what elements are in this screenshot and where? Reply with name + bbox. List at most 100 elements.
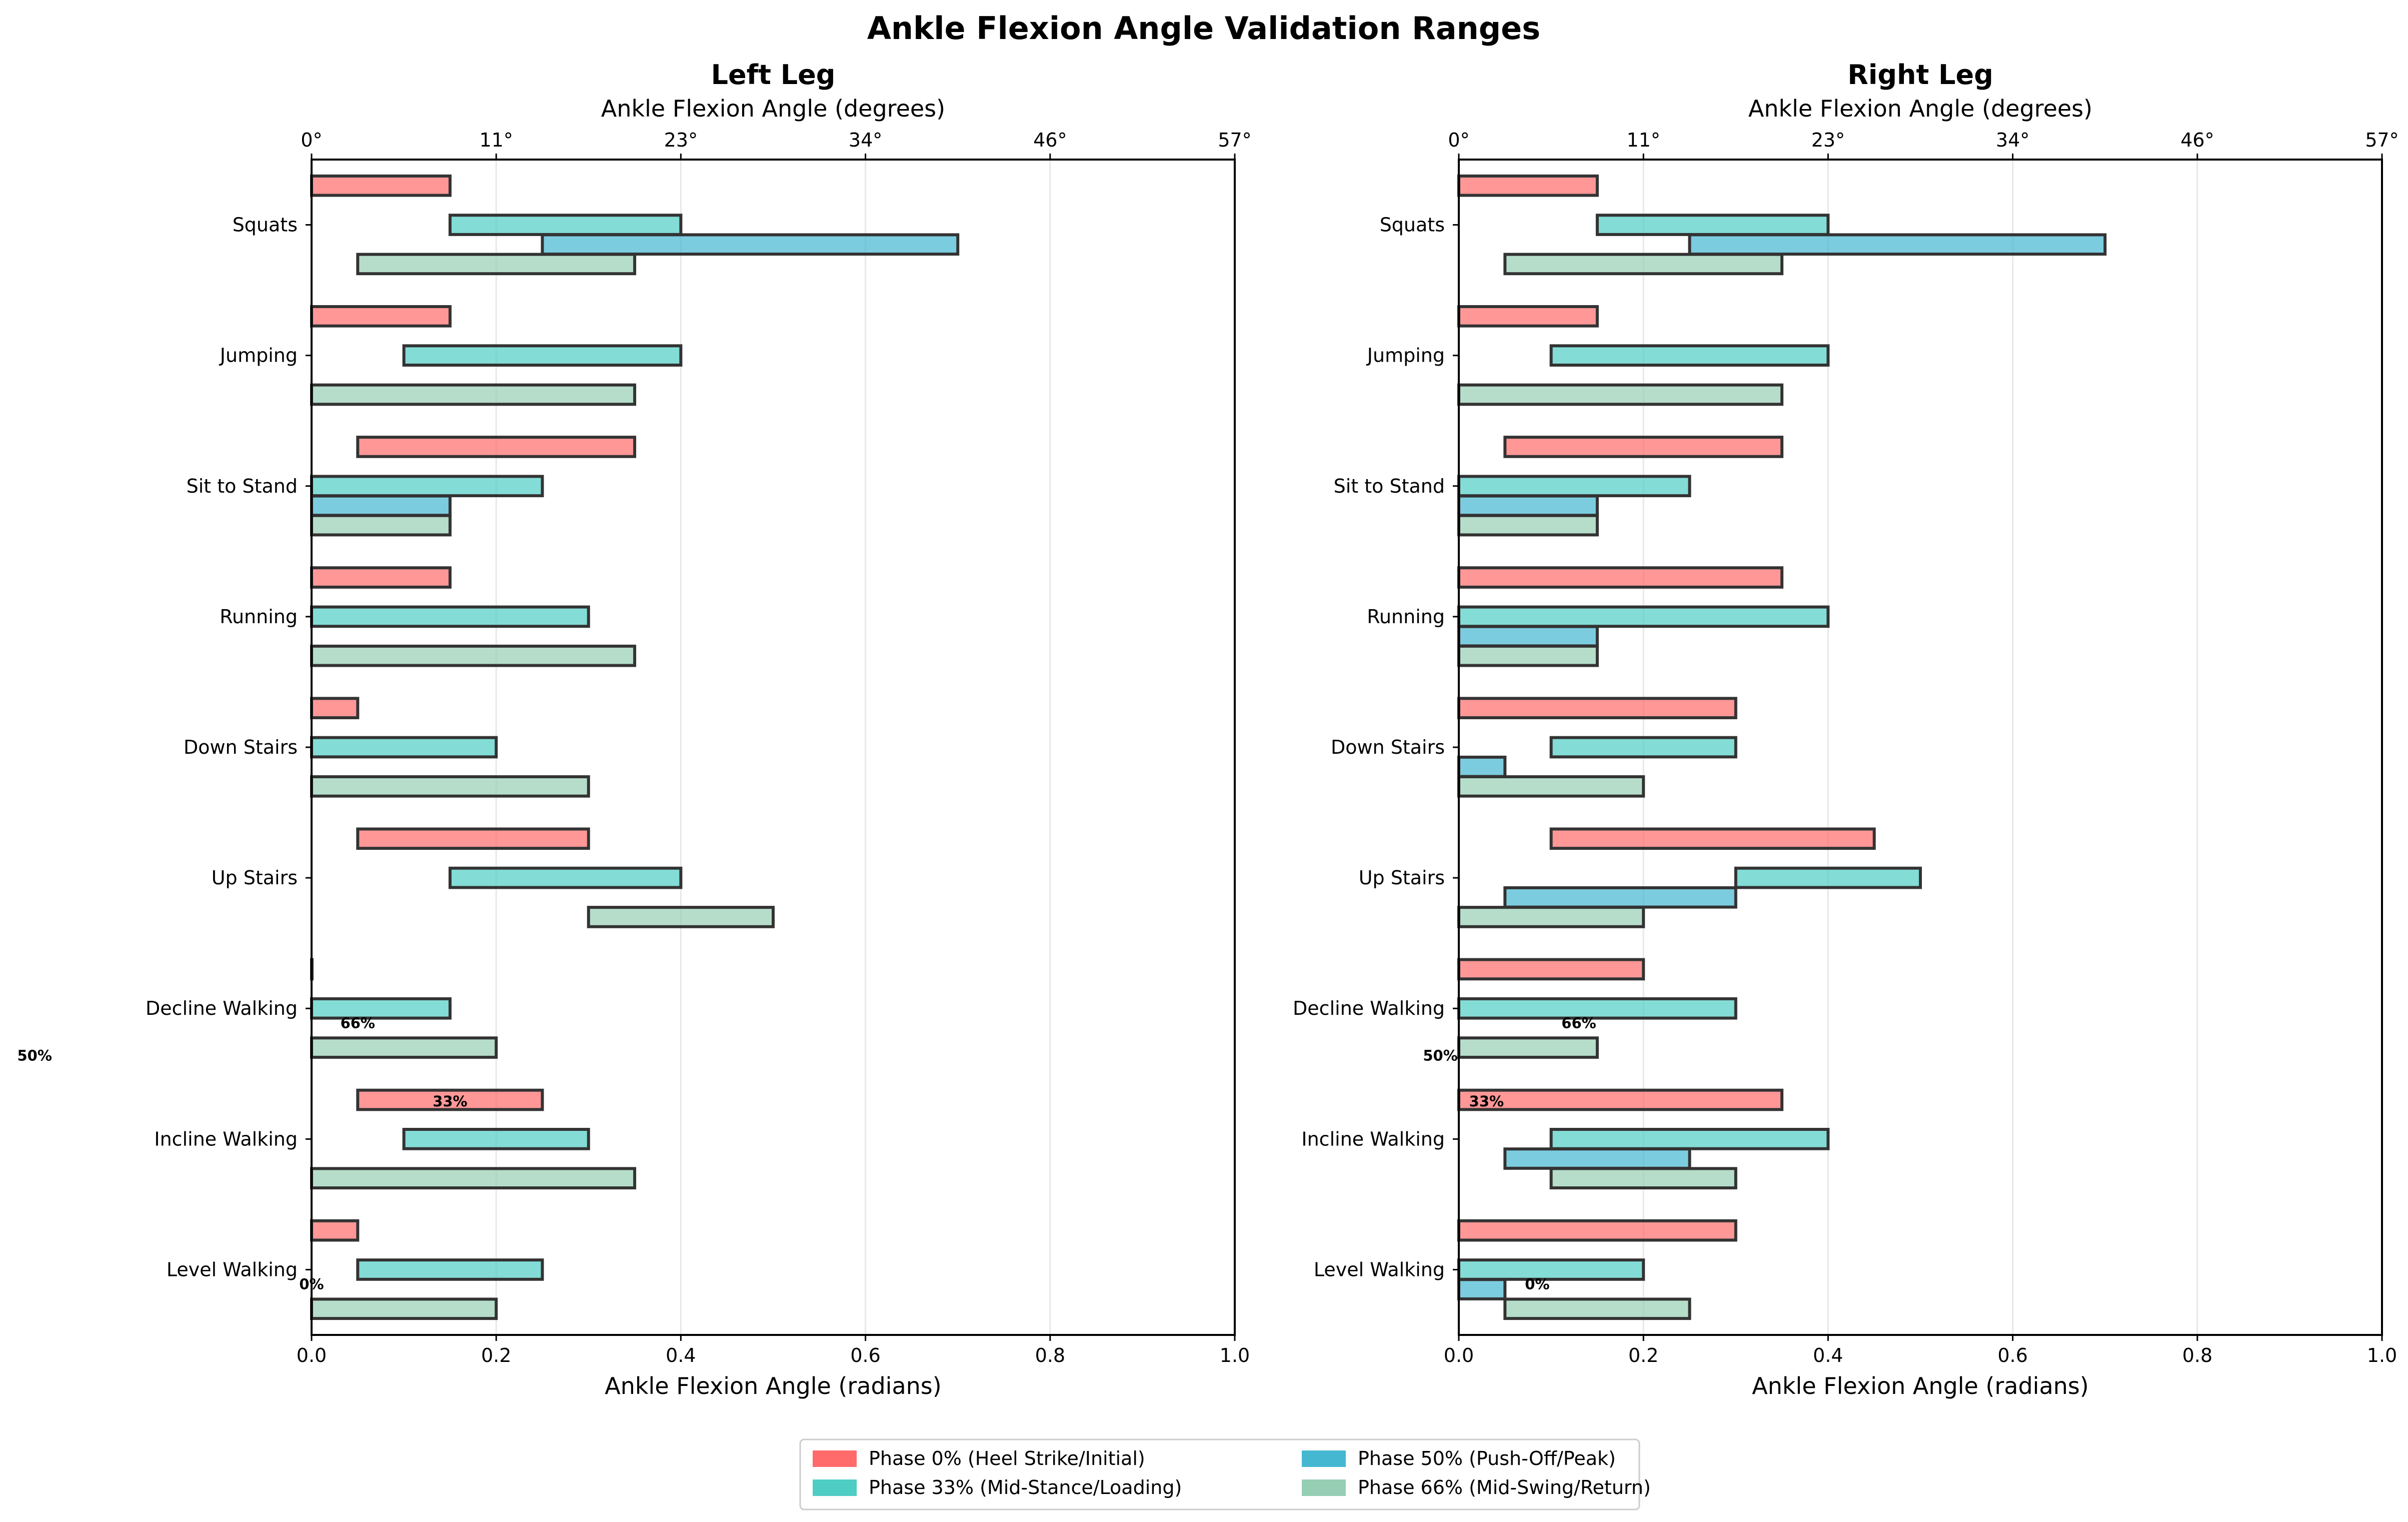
bar-level-walking-p50 — [1457, 1278, 1507, 1300]
bar-incline-walking-p0 — [1457, 1088, 1784, 1111]
bar-down-stairs-p66 — [1457, 775, 1645, 798]
bar-incline-walking-p33 — [1549, 1128, 1830, 1150]
bar-squats-p0 — [1457, 174, 1599, 197]
bar-level-walking-p33 — [356, 1258, 544, 1281]
x-tick-label: 0.2 — [481, 1344, 511, 1366]
x-axis-label: Ankle Flexion Angle (radians) — [1752, 1372, 2088, 1399]
bar-sit-to-stand-p50 — [310, 494, 452, 517]
top-tick-label: 46° — [2180, 129, 2214, 151]
top-tick-label: 57° — [2365, 129, 2398, 151]
top-tick-label: 34° — [849, 129, 882, 151]
bar-jumping-p66 — [1457, 383, 1784, 406]
phase-annotation: 66% — [341, 1014, 375, 1031]
bar-incline-walking-p50 — [1503, 1147, 1691, 1170]
bar-running-p33 — [310, 605, 590, 628]
bar-sit-to-stand-p33 — [310, 475, 544, 498]
top-tick-label: 23° — [664, 129, 698, 151]
bar-running-p50 — [1457, 625, 1599, 648]
bar-sit-to-stand-p66 — [1457, 514, 1599, 537]
bar-squats-p66 — [1503, 253, 1784, 276]
bar-squats-p33 — [448, 214, 683, 236]
bar-level-walking-p0 — [310, 1219, 360, 1242]
bar-level-walking-p66 — [1503, 1297, 1691, 1320]
bar-sit-to-stand-p0 — [356, 436, 637, 458]
x-tick-label: 0.4 — [1813, 1344, 1843, 1366]
x-tick-label: 1.0 — [2367, 1344, 2397, 1366]
category-label-running: Running — [1367, 606, 1445, 628]
x-axis-label: Ankle Flexion Angle (radians) — [605, 1372, 941, 1399]
bar-squats-p0 — [310, 174, 452, 197]
category-label-jumping: Jumping — [1366, 345, 1445, 367]
bar-up-stairs-p66 — [587, 906, 775, 928]
panel-title: Left Leg — [711, 59, 836, 91]
bar-incline-walking-p66 — [1549, 1167, 1737, 1189]
x-tick-label: 0.2 — [1628, 1344, 1658, 1366]
top-tick-label: 57° — [1218, 129, 1251, 151]
top-tick-label: 34° — [1996, 129, 2029, 151]
bar-sit-to-stand-p33 — [1457, 475, 1691, 498]
bar-level-walking-p33 — [1457, 1258, 1645, 1281]
bar-sit-to-stand-p66 — [310, 514, 452, 537]
top-tick-label: 11° — [480, 129, 513, 151]
bar-decline-walking-p0 — [1457, 958, 1645, 981]
bar-down-stairs-p50 — [1457, 755, 1507, 778]
category-label-decline-walking: Decline Walking — [1293, 997, 1445, 1019]
category-label-incline-walking: Incline Walking — [1301, 1128, 1445, 1150]
bar-jumping-p66 — [310, 383, 637, 406]
legend-frame — [799, 1438, 1640, 1510]
category-label-decline-walking: Decline Walking — [146, 997, 298, 1019]
bar-running-p0 — [310, 566, 452, 589]
legend-swatch-p50 — [1302, 1450, 1346, 1467]
phase-annotation: 66% — [1561, 1014, 1596, 1031]
bar-decline-walking-p33 — [310, 997, 452, 1020]
phase-annotation: 50% — [1423, 1047, 1457, 1064]
top-tick-label: 0° — [301, 129, 322, 151]
panels-layer: 0.0 0.2 0.4 0.6 0.8 1.0 0° 11° 23° 34° 46° 57° Squat… — [17, 59, 2398, 1399]
top-axis-label: Ankle Flexion Angle (degrees) — [601, 95, 945, 122]
phase-annotation: 33% — [433, 1093, 467, 1110]
phase-annotation: 33% — [1469, 1093, 1504, 1110]
category-label-incline-walking: Incline Walking — [154, 1128, 298, 1150]
bar-up-stairs-p33 — [448, 866, 683, 889]
x-tick-label: 0.8 — [2182, 1344, 2212, 1366]
bar-running-p66 — [1457, 644, 1599, 667]
bar-decline-walking-p66 — [1457, 1036, 1599, 1059]
legend-swatch-p0 — [813, 1450, 857, 1467]
bar-squats-p33 — [1595, 214, 1830, 236]
panel-left-leg: 0.0 0.2 0.4 0.6 0.8 1.0 0° 11° 23° 34° 46° 57° Squat… — [17, 59, 1251, 1399]
category-label-sit-to-stand: Sit to Stand — [187, 475, 298, 497]
x-tick-label: 1.0 — [1220, 1344, 1250, 1366]
bar-incline-walking-p0 — [356, 1088, 544, 1111]
bar-incline-walking-p66 — [310, 1167, 637, 1189]
category-label-level-walking: Level Walking — [167, 1258, 298, 1280]
legend: Phase 0% (Heel Strike/Initial) Phase 33% … — [799, 1438, 1651, 1510]
bar-jumping-p0 — [1457, 305, 1599, 328]
legend-label-p0: Phase 0% (Heel Strike/Initial) — [869, 1447, 1145, 1469]
legend-label-p33: Phase 33% (Mid-Stance/Loading) — [869, 1476, 1182, 1498]
bar-jumping-p0 — [310, 305, 452, 328]
bar-squats-p66 — [356, 253, 637, 276]
panel-title: Right Leg — [1847, 59, 1993, 91]
x-tick-label: 0.6 — [1997, 1344, 2027, 1366]
phase-annotation: 0% — [299, 1276, 324, 1293]
top-axis-label: Ankle Flexion Angle (degrees) — [1748, 95, 2092, 122]
x-tick-label: 0.0 — [1444, 1344, 1474, 1366]
category-label-squats: Squats — [233, 214, 298, 236]
bar-up-stairs-p0 — [1549, 827, 1876, 850]
category-label-squats: Squats — [1380, 214, 1445, 236]
category-label-sit-to-stand: Sit to Stand — [1334, 475, 1445, 497]
x-tick-label: 0.4 — [666, 1344, 696, 1366]
x-tick-label: 0.6 — [850, 1344, 880, 1366]
bar-down-stairs-p33 — [310, 736, 498, 759]
bar-squats-p50 — [541, 233, 960, 256]
bar-decline-walking-p33 — [1457, 997, 1737, 1020]
bar-sit-to-stand-p0 — [1503, 436, 1784, 458]
legend-swatch-p66 — [1302, 1479, 1346, 1496]
bar-level-walking-p66 — [310, 1297, 498, 1320]
phase-annotation: 50% — [17, 1047, 52, 1064]
bar-incline-walking-p33 — [402, 1128, 590, 1150]
category-label-jumping: Jumping — [219, 345, 298, 367]
bar-level-walking-p0 — [1457, 1219, 1737, 1242]
